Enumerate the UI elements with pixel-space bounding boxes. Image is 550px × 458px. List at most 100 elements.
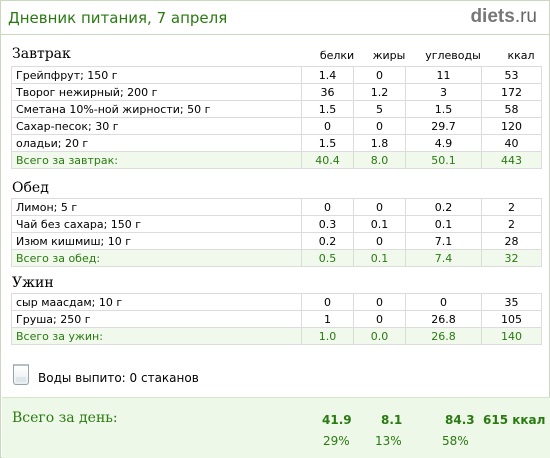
proteins-cell: 36 — [301, 83, 354, 101]
proteins-cell: 1.5 — [301, 134, 354, 152]
meal-total-row: Всего за обед: 0.5 0.1 7.4 32 — [11, 249, 542, 267]
table-row: Лимон; 5 г 0 0 0.2 2 — [11, 198, 542, 216]
fats-total: 0.1 — [353, 249, 406, 267]
carbs-cell: 3 — [405, 83, 482, 101]
column-header-carbs: углеводы — [425, 49, 481, 62]
meal-table-lunch: Лимон; 5 г 0 0 0.2 2 Чай без сахара; 150… — [11, 198, 542, 267]
carbs-total: 50.1 — [405, 151, 482, 169]
fats-cell: 0 — [353, 310, 406, 328]
day-proteins: 41.9 — [322, 413, 352, 427]
kcal-cell: 58 — [481, 100, 542, 118]
table-row: Сахар-песок; 30 г 0 0 29.7 120 — [11, 117, 542, 135]
proteins-cell: 0 — [301, 198, 354, 216]
table-row: Сметана 10%-ной жирности; 50 г 1.5 5 1.5… — [11, 100, 542, 118]
carbs-cell: 4.9 — [405, 134, 482, 152]
water-tracker: Воды выпито: 0 стаканов — [11, 363, 311, 387]
proteins-total: 1.0 — [301, 327, 354, 345]
total-label: Всего за обед: — [11, 249, 302, 267]
page-title: Дневник питания, 7 апреля — [8, 9, 228, 27]
table-row: Изюм кишмиш; 10 г 0.2 0 7.1 28 — [11, 232, 542, 250]
table-row: оладьи; 20 г 1.5 1.8 4.9 40 — [11, 134, 542, 152]
fats-cell: 0 — [353, 293, 406, 311]
food-name: Сметана 10%-ной жирности; 50 г — [11, 100, 302, 118]
carbs-cell: 0.1 — [405, 215, 482, 233]
fats-cell: 0 — [353, 198, 406, 216]
proteins-cell: 1.4 — [301, 66, 354, 84]
carbs-cell: 11 — [405, 66, 482, 84]
carbs-total: 7.4 — [405, 249, 482, 267]
kcal-cell: 28 — [481, 232, 542, 250]
meal-title-dinner: Ужин — [12, 275, 54, 291]
kcal-cell: 40 — [481, 134, 542, 152]
kcal-total: 32 — [481, 249, 542, 267]
kcal-cell: 120 — [481, 117, 542, 135]
header: Дневник питания, 7 апреля diets.ru — [1, 1, 549, 35]
kcal-cell: 53 — [481, 66, 542, 84]
proteins-cell: 1.5 — [301, 100, 354, 118]
proteins-cell: 0.3 — [301, 215, 354, 233]
fats-cell: 5 — [353, 100, 406, 118]
column-header-proteins: белки — [319, 49, 355, 62]
total-label: Всего за завтрак: — [11, 151, 302, 169]
food-name: сыр маасдам; 10 г — [11, 293, 302, 311]
day-fats-percent: 13% — [375, 434, 402, 448]
carbs-cell: 29.7 — [405, 117, 482, 135]
fats-cell: 0 — [353, 232, 406, 250]
water-label: Воды выпито: 0 стаканов — [38, 371, 199, 385]
site-logo[interactable]: diets.ru — [470, 6, 537, 28]
carbs-cell: 1.5 — [405, 100, 482, 118]
column-header-kcal: ккал — [507, 49, 535, 62]
fats-cell: 0 — [353, 117, 406, 135]
day-carbs: 84.3 — [445, 413, 475, 427]
fats-total: 8.0 — [353, 151, 406, 169]
day-total-label: Всего за день: — [12, 410, 118, 426]
table-row: Творог нежирный; 200 г 36 1.2 3 172 — [11, 83, 542, 101]
kcal-cell: 105 — [481, 310, 542, 328]
carbs-cell: 0 — [405, 293, 482, 311]
meal-title-lunch: Обед — [12, 180, 49, 196]
fats-cell: 0.1 — [353, 215, 406, 233]
column-header-fats: жиры — [372, 49, 406, 62]
carbs-cell: 0.2 — [405, 198, 482, 216]
meal-table-breakfast: Грейпфрут; 150 г 1.4 0 11 53 Творог нежи… — [11, 66, 542, 169]
meal-title-breakfast: Завтрак — [12, 46, 71, 62]
food-name: Груша; 250 г — [11, 310, 302, 328]
food-name: оладьи; 20 г — [11, 134, 302, 152]
food-name: Грейпфрут; 150 г — [11, 66, 302, 84]
fats-total: 0.0 — [353, 327, 406, 345]
day-kcal: 615 ккал — [483, 413, 546, 427]
table-row: сыр маасдам; 10 г 0 0 0 35 — [11, 293, 542, 311]
kcal-cell: 2 — [481, 198, 542, 216]
carbs-cell: 7.1 — [405, 232, 482, 250]
proteins-cell: 1 — [301, 310, 354, 328]
table-row: Чай без сахара; 150 г 0.3 0.1 0.1 2 — [11, 215, 542, 233]
meal-total-row: Всего за ужин: 1.0 0.0 26.8 140 — [11, 327, 542, 345]
proteins-cell: 0.2 — [301, 232, 354, 250]
fats-cell: 1.2 — [353, 83, 406, 101]
day-proteins-percent: 29% — [323, 434, 350, 448]
table-row: Грейпфрут; 150 г 1.4 0 11 53 — [11, 66, 542, 84]
total-label: Всего за ужин: — [11, 327, 302, 345]
proteins-total: 0.5 — [301, 249, 354, 267]
kcal-total: 443 — [481, 151, 542, 169]
logo-tld: .ru — [514, 6, 537, 27]
kcal-total: 140 — [481, 327, 542, 345]
fats-cell: 1.8 — [353, 134, 406, 152]
carbs-cell: 26.8 — [405, 310, 482, 328]
kcal-cell: 2 — [481, 215, 542, 233]
glass-icon — [13, 364, 29, 385]
kcal-cell: 172 — [481, 83, 542, 101]
food-name: Изюм кишмиш; 10 г — [11, 232, 302, 250]
meal-table-dinner: сыр маасдам; 10 г 0 0 0 35 Груша; 250 г … — [11, 293, 542, 345]
kcal-cell: 35 — [481, 293, 542, 311]
day-carbs-percent: 58% — [442, 434, 469, 448]
logo-main: diets — [470, 6, 515, 27]
table-row: Груша; 250 г 1 0 26.8 105 — [11, 310, 542, 328]
fats-cell: 0 — [353, 66, 406, 84]
food-name: Сахар-песок; 30 г — [11, 117, 302, 135]
proteins-cell: 0 — [301, 293, 354, 311]
carbs-total: 26.8 — [405, 327, 482, 345]
food-name: Чай без сахара; 150 г — [11, 215, 302, 233]
day-fats: 8.1 — [381, 413, 403, 427]
